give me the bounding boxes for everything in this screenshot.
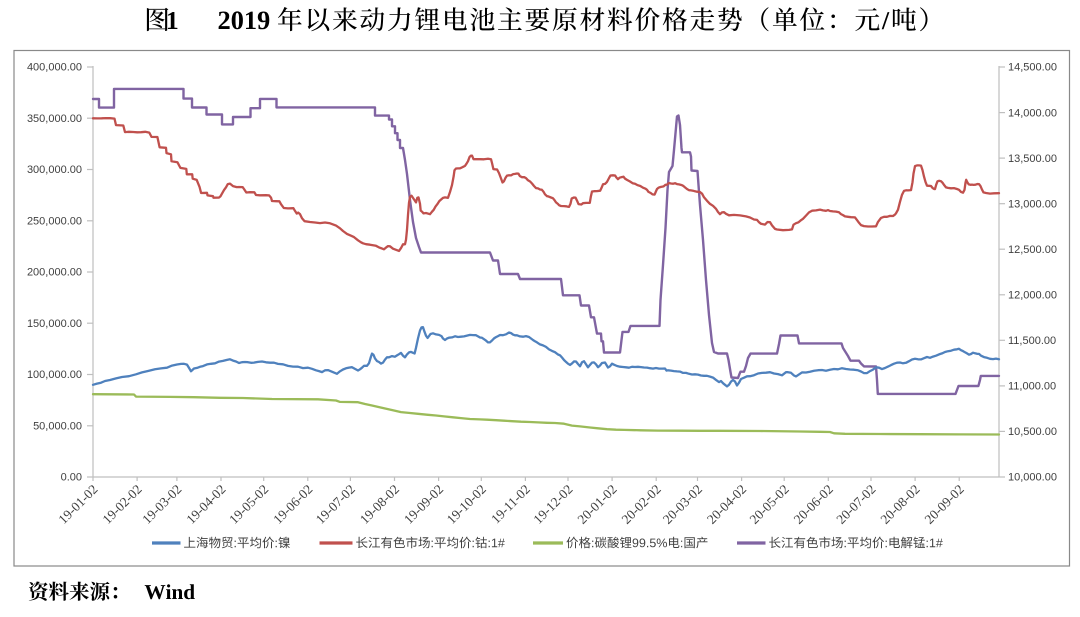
svg-text:12,000.00: 12,000.00 [1008,290,1057,302]
svg-text:0.00: 0.00 [61,472,82,484]
svg-text:50,000.00: 50,000.00 [33,420,82,432]
svg-text:14,000.00: 14,000.00 [1008,107,1057,119]
svg-text:10,000.00: 10,000.00 [1008,472,1057,484]
svg-text:12,500.00: 12,500.00 [1008,244,1057,256]
svg-text:350,000.00: 350,000.00 [27,113,82,125]
svg-text:300,000.00: 300,000.00 [27,164,82,176]
svg-text:13,500.00: 13,500.00 [1008,153,1057,165]
svg-text:400,000.00: 400,000.00 [27,62,82,74]
svg-text:200,000.00: 200,000.00 [27,267,82,279]
svg-text:100,000.00: 100,000.00 [27,369,82,381]
svg-text:10,500.00: 10,500.00 [1008,426,1057,438]
svg-text:250,000.00: 250,000.00 [27,215,82,227]
svg-text:13,000.00: 13,000.00 [1008,198,1057,210]
svg-text:14,500.00: 14,500.00 [1008,62,1057,74]
svg-text:150,000.00: 150,000.00 [27,318,82,330]
svg-text:11,000.00: 11,000.00 [1008,381,1056,393]
svg-text:11,500.00: 11,500.00 [1008,335,1056,347]
